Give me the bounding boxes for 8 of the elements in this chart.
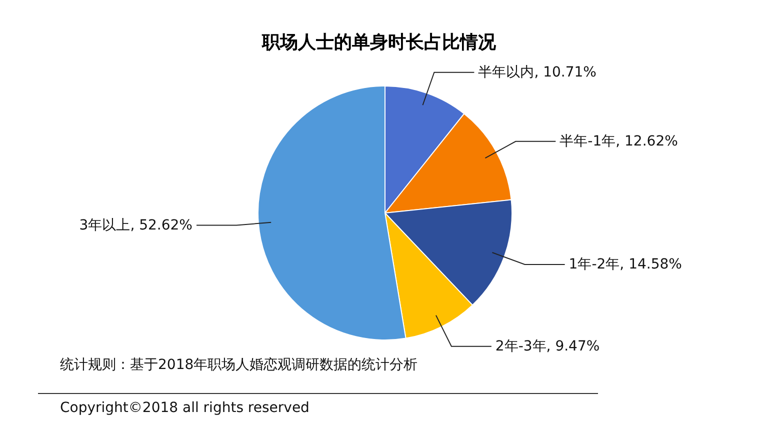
slice-label: 1年-2年, 14.58% [568,256,682,273]
slice-label: 2年-3年, 9.47% [495,338,600,354]
slice-label: 半年以内, 10.71% [478,64,596,80]
text: Copyright©2018 all rights reserved [60,400,310,416]
chart-title: 职场人士的单身时长占比情况 [260,31,497,54]
text: 统计规则：基于2018年职场人婚恋观调研数据的统计分析 [60,356,418,374]
slice-label: 3年以上, 52.62% [79,217,193,234]
slice-label: 半年-1年, 12.62% [560,133,678,150]
